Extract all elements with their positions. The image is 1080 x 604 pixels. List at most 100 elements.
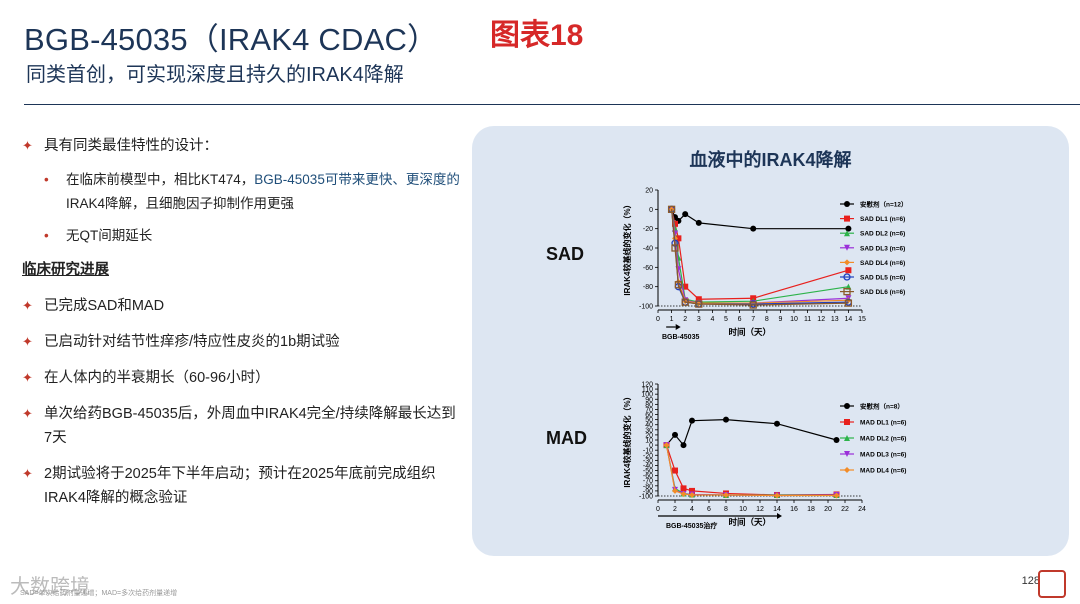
- x-tick-label: 0: [656, 506, 660, 513]
- data-point: [844, 419, 850, 425]
- legend-entry: SAD DL1 (n=6): [860, 216, 905, 223]
- y-tick-label: 110: [642, 387, 653, 394]
- chart-panel: 血液中的IRAK4降解 SAD MAD 20 0 -20 -40 -60 -80 -100 0…: [472, 126, 1069, 556]
- legend-entry: SAD DL4 (n=6): [860, 260, 905, 267]
- legend-entry: SAD DL2 (n=6): [860, 231, 905, 238]
- series-6: [667, 205, 853, 309]
- legend-entry: 安慰剂（n=8）: [860, 402, 904, 411]
- data-point: [667, 205, 676, 213]
- x-tick-label: 12: [817, 316, 825, 323]
- star-bullet-icon: ✦: [22, 298, 33, 313]
- y-tick-label: 40: [645, 422, 653, 429]
- list-item: • 在临床前模型中，相比KT474，BGB-45035可带来更快、更深度的IRA…: [22, 168, 462, 216]
- star-bullet-icon: ✦: [22, 138, 33, 153]
- legend-entry: MAD DL1 (n=6): [860, 420, 906, 427]
- x-tick-label: 6: [738, 316, 742, 323]
- watermark: 大数跨境: [10, 576, 90, 598]
- y-tick-label: 90: [645, 397, 653, 404]
- data-point: [675, 235, 682, 242]
- x-tick-label: 8: [724, 506, 728, 513]
- x-tick-label: 0: [656, 316, 660, 323]
- dot-bullet-icon: •: [44, 172, 49, 187]
- star-bullet-icon: ✦: [22, 466, 33, 481]
- data-point: [845, 225, 852, 232]
- series-0: [668, 206, 852, 232]
- data-point: [682, 283, 689, 290]
- y-tick-label: 0: [649, 207, 653, 214]
- x-tick-label: 3: [697, 316, 701, 323]
- data-point: [695, 300, 703, 308]
- series-1: [663, 442, 840, 498]
- y-tick-label: -40: [643, 463, 653, 470]
- y-tick-label: -90: [643, 488, 653, 495]
- x-tick-label: 10: [739, 506, 747, 513]
- data-point: [682, 211, 689, 218]
- list-item: ✦ 单次给药BGB-45035后，外周血中IRAK4完全/持续降解最长达到7天: [22, 402, 462, 450]
- star-bullet-icon: ✦: [22, 406, 33, 421]
- x-tick-label: 14: [845, 316, 853, 323]
- data-point: [844, 259, 850, 266]
- x-tick-label: 4: [690, 506, 694, 513]
- sad-label: SAD: [546, 244, 585, 264]
- y-tick-label: -20: [643, 453, 653, 460]
- data-point: [844, 435, 850, 441]
- header-divider: [24, 104, 1080, 105]
- bullet-list: ✦ 具有同类最佳特性的设计： • 在临床前模型中，相比KT474，BGB-450…: [22, 134, 462, 510]
- x-tick-label: 1: [670, 316, 674, 323]
- x-tick-label: 15: [858, 316, 866, 323]
- data-point: [774, 492, 780, 499]
- data-point: [674, 281, 683, 289]
- panel-title: 血液中的IRAK4降解: [689, 150, 852, 170]
- y-axis-label: IRAK4较基线的变化（%）: [622, 392, 632, 487]
- mad-label: MAD: [546, 428, 587, 448]
- y-tick-label: -100: [639, 304, 653, 311]
- list-item: ✦ 已启动针对结节性痒疹/特应性皮炎的1b期试验: [22, 330, 462, 354]
- y-tick-label: -60: [643, 473, 653, 480]
- list-item: ✦ 已完成SAD和MAD: [22, 294, 462, 318]
- data-point: [723, 491, 729, 498]
- list-item: ✦ 具有同类最佳特性的设计：: [22, 134, 462, 158]
- y-tick-label: 80: [645, 402, 653, 409]
- y-tick-label: -20: [643, 226, 653, 233]
- x-tick-label: 13: [831, 316, 839, 323]
- y-tick-label: 30: [645, 427, 653, 434]
- series-line: [665, 444, 837, 496]
- data-point: [833, 492, 840, 499]
- y-tick-label: 10: [645, 438, 653, 445]
- star-bullet-icon: ✦: [22, 370, 33, 385]
- data-point: [844, 230, 850, 237]
- y-tick-label: 70: [645, 407, 653, 414]
- star-bullet-icon: ✦: [22, 334, 33, 349]
- data-point: [844, 451, 850, 457]
- mad-chart: 1201101009080706050403020100-10-20-30-40…: [622, 382, 906, 531]
- x-tick-label: 8: [765, 316, 769, 323]
- series-line: [665, 444, 837, 496]
- x-tick-label: 22: [841, 506, 849, 513]
- x-tick-label: 12: [756, 506, 764, 513]
- x-axis-label: 时间（天）: [729, 517, 772, 527]
- data-point: [672, 431, 678, 438]
- legend-entry: SAD DL6 (n=6): [860, 289, 905, 296]
- x-axis-label: 时间（天）: [729, 327, 772, 337]
- y-tick-label: 50: [645, 417, 653, 424]
- legend-entry: MAD DL3 (n=6): [860, 452, 906, 459]
- x-tick-label: 5: [724, 316, 728, 323]
- y-tick-label: -60: [643, 265, 653, 272]
- x-tick-label: 2: [673, 506, 677, 513]
- legend-entry: SAD DL3 (n=6): [860, 245, 905, 252]
- logo-icon: [1038, 570, 1066, 598]
- y-axis-label: IRAK4较基线的变化（%）: [622, 200, 632, 295]
- x-tick-label: 9: [778, 316, 782, 323]
- data-point: [680, 442, 687, 449]
- series-4: [663, 442, 840, 499]
- data-point: [663, 442, 670, 449]
- page-subtitle: 同类首创，可实现深度且持久的IRAK4降解: [26, 64, 404, 86]
- dosing-arrow-head: [777, 513, 782, 519]
- y-tick-label: 60: [645, 412, 653, 419]
- series-0: [663, 416, 840, 449]
- y-tick-label: -80: [643, 483, 653, 490]
- data-point: [689, 417, 695, 424]
- legend-entry: 安慰剂（n=12）: [860, 200, 908, 209]
